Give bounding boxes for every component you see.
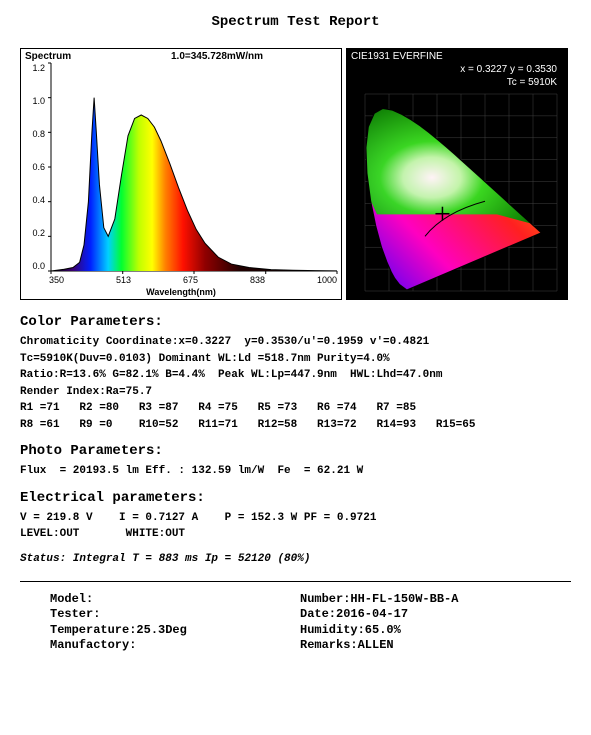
color-line4: Render Index:Ra=75.7 — [20, 384, 571, 401]
footer-model-r: Number:HH-FL-150W-BB-A — [300, 592, 458, 608]
photo-line1: Flux = 20193.5 lm Eff. : 132.59 lm/W Fe … — [20, 463, 571, 480]
footer-model-l: Model: — [50, 592, 300, 608]
spectrum-svg — [21, 49, 341, 299]
report-title: Spectrum Test Report — [20, 14, 571, 30]
footer-tester-r: Date:2016-04-17 — [300, 607, 408, 623]
footer-table: Model: Number:HH-FL-150W-BB-A Tester: Da… — [20, 592, 571, 654]
footer-temp-r: Humidity:65.0% — [300, 623, 401, 639]
footer-manu-l: Manufactory: — [50, 638, 300, 654]
color-r-row1: R1 =71 R2 =80 R3 =87 R4 =75 R5 =73 R6 =7… — [20, 400, 571, 417]
cie-chart: CIE1931 EVERFINE x = 0.3227 y = 0.3530 T… — [346, 48, 568, 300]
footer-manu-r: Remarks:ALLEN — [300, 638, 394, 654]
spectrum-y-ticks: 1.21.00.80.60.40.20.0 — [25, 63, 45, 271]
footer-tester-l: Tester: — [50, 607, 300, 623]
color-params-heading: Color Parameters: — [20, 314, 571, 330]
spectrum-x-label: Wavelength(nm) — [146, 287, 216, 297]
color-line2: Tc=5910K(Duv=0.0103) Dominant WL:Ld =518… — [20, 351, 571, 368]
elec-params-heading: Electrical parameters: — [20, 490, 571, 506]
charts-row: Spectrum 1.0=345.728mW/nm 1.21.00.80.60.… — [20, 48, 571, 300]
color-line1: Chromaticity Coordinate:x=0.3227 y=0.353… — [20, 334, 571, 351]
elec-line2: LEVEL:OUT WHITE:OUT — [20, 526, 571, 543]
spectrum-chart: Spectrum 1.0=345.728mW/nm 1.21.00.80.60.… — [20, 48, 342, 300]
color-line3: Ratio:R=13.6% G=82.1% B=4.4% Peak WL:Lp=… — [20, 367, 571, 384]
elec-line1: V = 219.8 V I = 0.7127 A P = 152.3 W PF … — [20, 510, 571, 527]
cie-svg — [347, 49, 567, 299]
separator — [20, 581, 571, 582]
color-r-row2: R8 =61 R9 =0 R10=52 R11=71 R12=58 R13=72… — [20, 417, 571, 434]
photo-params-heading: Photo Parameters: — [20, 443, 571, 459]
footer-temp-l: Temperature:25.3Deg — [50, 623, 300, 639]
spectrum-x-ticks: 3505136758381000 — [49, 275, 337, 285]
status-line: Status: Integral T = 883 ms Ip = 52120 (… — [20, 553, 571, 565]
